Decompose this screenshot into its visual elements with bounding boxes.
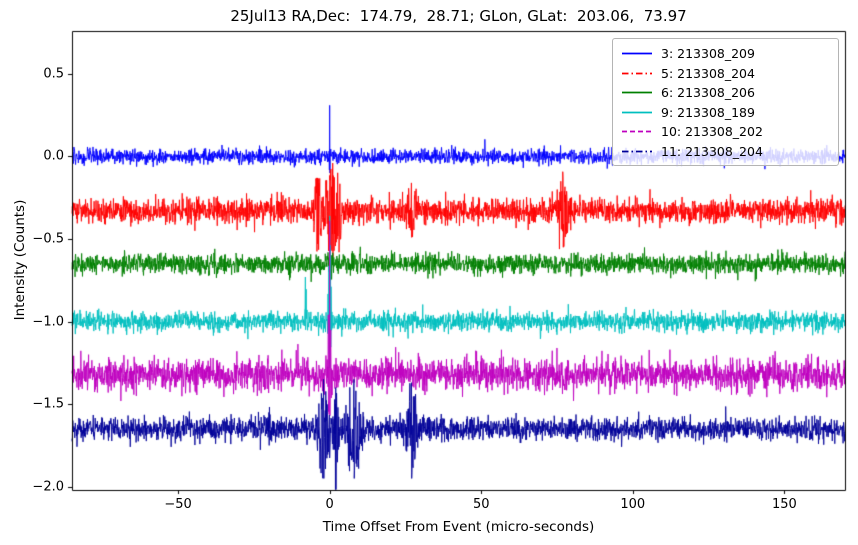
x-tick-label: 150 [771,497,797,512]
legend-entry: 11: 213308_204 [621,142,830,162]
legend-entry: 3: 213308_209 [621,44,830,64]
x-tick-label: −50 [164,497,192,512]
legend-line-sample-icon [622,72,652,75]
legend-entry-label: 6: 213308_206 [661,85,755,101]
x-tick-label: 0 [325,497,334,512]
legend: 3: 213308_209 5: 213308_204 6: 213308_206 9… [612,38,839,166]
legend-line-sample-icon [622,52,652,55]
y-axis-label: Intensity (Counts) [12,199,28,321]
y-tick-label: −0.5 [32,231,64,247]
legend-line-sample-icon [622,130,652,133]
legend-entry-label: 10: 213308_202 [661,124,763,140]
x-axis-label: Time Offset From Event (micro-seconds) [322,519,595,535]
legend-entry: 10: 213308_202 [621,122,830,142]
legend-entry: 9: 213308_189 [621,103,830,123]
legend-entry: 5: 213308_204 [621,64,830,84]
legend-line-sample-icon [622,111,652,114]
legend-line-sample-icon [622,150,652,153]
legend-entry-label: 3: 213308_209 [661,46,755,62]
y-tick-label: −1.0 [32,314,64,330]
legend-entry-label: 11: 213308_204 [661,143,763,159]
legend-entry: 6: 213308_206 [621,83,830,103]
y-tick-label: 0.0 [43,148,64,164]
chart-title: 25Jul13 RA,Dec: 174.79, 28.71; GLon, GLa… [230,7,687,25]
y-tick-label: −1.5 [32,396,64,412]
x-tick-label: 50 [472,497,490,512]
y-tick-label: −2.0 [32,479,64,495]
legend-entry-label: 5: 213308_204 [661,65,755,81]
legend-entry-label: 9: 213308_189 [661,104,755,120]
y-tick-label: 0.5 [43,66,64,82]
legend-line-sample-icon [622,91,652,94]
x-tick-label: 100 [620,497,646,512]
